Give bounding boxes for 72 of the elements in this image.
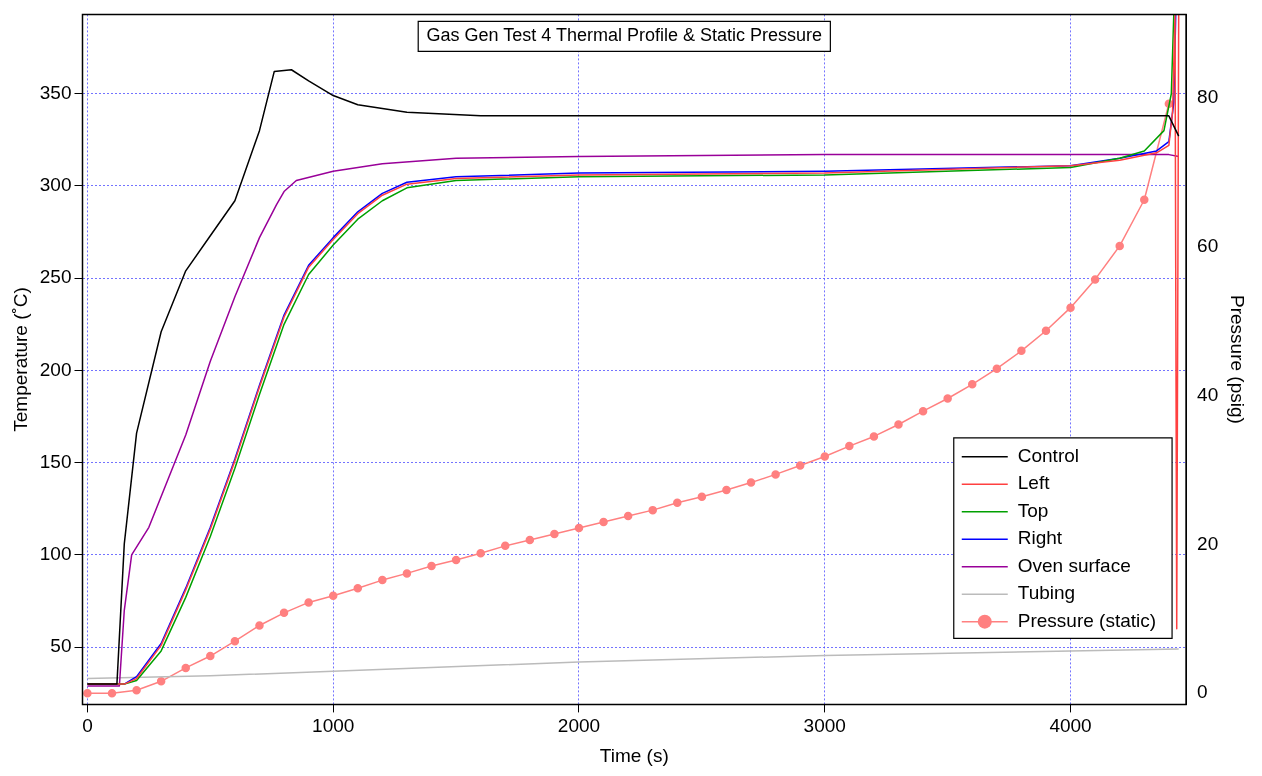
point [402, 569, 412, 578]
x-tick-label: 2000 [557, 715, 601, 737]
y-tick-label: 350 [39, 81, 72, 103]
text: Gas Gen Test 4 Thermal Profile & Static Pressure [426, 25, 823, 46]
legend-label: Pressure (static) [1017, 609, 1157, 631]
legend-label: Top [1017, 499, 1049, 521]
y2-tick-label: 60 [1197, 234, 1219, 256]
x-tick-label: 0 [82, 715, 93, 737]
point [328, 591, 338, 600]
point [722, 485, 731, 495]
point [574, 523, 584, 533]
y-tick-label: 200 [39, 358, 72, 380]
point [992, 364, 1002, 373]
point [967, 380, 977, 389]
point [918, 406, 928, 416]
point [279, 608, 289, 618]
y-axis-title: Temperature (˚C) [9, 287, 31, 432]
point [673, 498, 682, 507]
point [550, 529, 559, 539]
point [869, 432, 879, 441]
y-tick-label: 50 [50, 635, 72, 657]
point [304, 598, 313, 607]
y-tick-label: 300 [39, 174, 72, 196]
point [648, 505, 657, 515]
point [451, 555, 461, 565]
point [107, 688, 117, 698]
point [525, 535, 535, 545]
legend-label: Tubing [1017, 582, 1076, 604]
point [1115, 241, 1124, 251]
x-tick-label: 1000 [312, 715, 355, 737]
point [697, 492, 707, 501]
point [623, 511, 633, 521]
y-tick-label: 150 [39, 450, 72, 472]
legend-label: Right [1017, 527, 1063, 549]
point [206, 651, 215, 661]
point [181, 663, 190, 673]
legend-label: Oven surface [1017, 554, 1131, 576]
point [1066, 303, 1075, 312]
point [427, 561, 436, 571]
point [1140, 195, 1149, 204]
y-tick-label: 100 [39, 543, 72, 565]
point [894, 420, 903, 429]
point [771, 470, 780, 479]
point [378, 575, 387, 585]
y2-axis-title: Pressure (psig) [1227, 294, 1249, 424]
x-tick-label: 4000 [1049, 715, 1092, 737]
point [501, 541, 510, 551]
y2-tick-label: 20 [1197, 532, 1219, 554]
point [845, 441, 854, 451]
point [255, 621, 264, 630]
point [83, 688, 92, 698]
point [353, 584, 363, 593]
point [1090, 275, 1100, 284]
y2-tick-label: 80 [1197, 86, 1219, 107]
legend-label: Left [1017, 472, 1051, 494]
y2-tick-label: 40 [1197, 383, 1219, 405]
x-axis-title: Time (s) [599, 744, 669, 766]
point [820, 452, 830, 461]
point [132, 686, 141, 695]
point [746, 478, 756, 487]
point [1041, 326, 1051, 335]
point [1017, 346, 1026, 356]
point [230, 636, 240, 646]
point [599, 517, 608, 527]
legend-label: Control [1017, 444, 1080, 466]
x-tick-label: 3000 [803, 715, 846, 737]
point [795, 461, 805, 470]
point [156, 677, 166, 686]
point [476, 549, 485, 558]
y-tick-label: 250 [39, 266, 72, 288]
point [943, 394, 952, 403]
y2-tick-label: 0 [1197, 681, 1208, 703]
